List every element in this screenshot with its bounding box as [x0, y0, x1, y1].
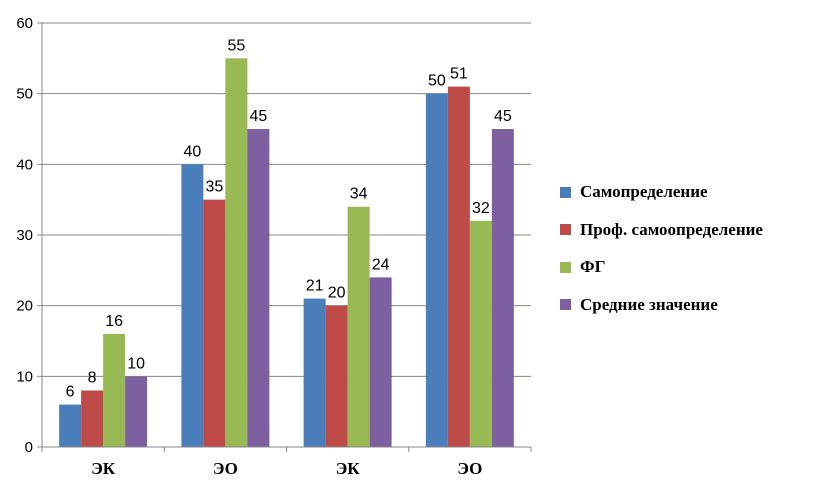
bar: [81, 390, 104, 447]
y-tick-label: 0: [25, 439, 33, 456]
legend-swatch: [560, 224, 571, 235]
legend-swatch: [560, 299, 571, 310]
bar: [181, 164, 204, 448]
y-tick-label: 50: [16, 86, 33, 103]
data-label: 45: [249, 108, 267, 125]
bar: [203, 199, 226, 447]
legend-label: Средние значение: [580, 294, 718, 314]
legend-swatch: [560, 261, 571, 273]
data-label: 16: [105, 313, 123, 330]
data-label: 8: [88, 369, 97, 386]
data-label: 40: [183, 143, 201, 160]
legend: Самопределение Проф. самоопределение ФГ Сре…: [560, 182, 763, 332]
y-tick-label: 60: [16, 15, 33, 32]
bar: [225, 58, 248, 447]
data-label: 50: [428, 73, 446, 90]
bar: [303, 298, 326, 447]
x-axis: ЭК ЭО ЭК ЭО: [41, 446, 532, 478]
y-tick-label: 40: [16, 156, 33, 173]
bar: [125, 376, 148, 447]
legend-item: Средние значение: [560, 295, 763, 315]
data-label: 32: [472, 200, 490, 217]
legend-item: Самопределение: [560, 182, 763, 202]
legend-item: Проф. самоопределение: [560, 220, 763, 240]
y-tick-label: 20: [16, 298, 33, 315]
x-category-label: ЭК: [336, 459, 361, 478]
legend-label: Самопределение: [580, 182, 708, 201]
bar: [59, 404, 82, 447]
bar: [469, 220, 492, 447]
bar: [325, 305, 348, 447]
y-tick-label: 30: [16, 227, 33, 244]
x-category-label: ЭО: [457, 459, 482, 478]
data-label: 10: [127, 355, 145, 372]
legend-swatch: [560, 186, 571, 198]
legend-label: Проф. самоопределение: [580, 219, 763, 239]
data-label: 21: [306, 278, 324, 295]
bar: [369, 277, 392, 447]
bar: [247, 129, 270, 447]
legend-label: ФГ: [580, 257, 606, 276]
data-label: 20: [328, 285, 346, 302]
data-label: 6: [66, 384, 75, 401]
y-axis: 0 10 20 30 40 50 60: [16, 15, 43, 456]
bar: [491, 129, 514, 447]
bar: [103, 333, 126, 447]
data-label: 35: [205, 179, 223, 196]
data-labels: 68 16 10 40 35 55 45 21 20 34 24 50 51 32 45: [66, 37, 512, 400]
x-category-label: ЭК: [91, 459, 116, 478]
y-tick-label: 10: [16, 368, 33, 385]
data-label: 45: [494, 108, 512, 125]
x-category-label: ЭО: [213, 459, 238, 478]
data-label: 51: [450, 66, 468, 83]
data-label: 55: [227, 37, 245, 54]
legend-item: ФГ: [560, 257, 763, 277]
data-label: 24: [372, 256, 390, 273]
data-label: 34: [350, 186, 368, 203]
bar: [347, 206, 370, 447]
bar: [447, 86, 470, 447]
bar: [425, 93, 448, 448]
bars: [59, 58, 514, 448]
